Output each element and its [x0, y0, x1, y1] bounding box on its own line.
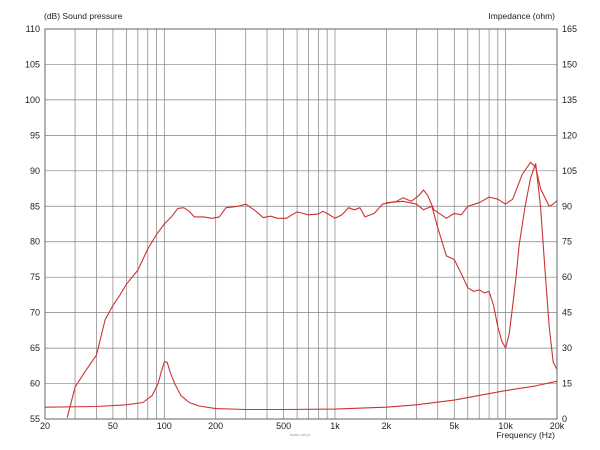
y-left-tick-label: 55 — [30, 414, 40, 424]
y-right-tick-label: 75 — [562, 237, 572, 247]
x-tick-label: 200 — [208, 421, 223, 431]
x-tick-label: 50 — [108, 421, 118, 431]
y-left-tick-label: 95 — [30, 130, 40, 140]
y-right-tick-label: 120 — [562, 130, 577, 140]
y-left-tick-label: 90 — [30, 166, 40, 176]
x-tick-label: 5k — [449, 421, 459, 431]
x-axis-title: Frequency (Hz) — [496, 430, 555, 440]
y-right-tick-label: 45 — [562, 308, 572, 318]
curves — [44, 161, 558, 418]
grid — [45, 29, 557, 419]
x-tick-label: 500 — [276, 421, 291, 431]
y-right-tick-label: 0 — [562, 414, 567, 424]
spl-curve-2 — [386, 163, 558, 370]
watermark: audio.net.pl — [290, 432, 311, 437]
y-left-tick-label: 110 — [26, 24, 40, 34]
y-right-tick-label: 150 — [562, 59, 577, 69]
y-right-tick-label: 60 — [562, 272, 572, 282]
right-axis-title: Impedance (ohm) — [488, 11, 555, 21]
y-right-tick-label: 30 — [562, 343, 572, 353]
y-left-tick-label: 65 — [30, 343, 40, 353]
y-left-tick-label: 80 — [30, 237, 40, 247]
impedance-curve — [44, 361, 558, 411]
x-tick-label: 2k — [382, 421, 392, 431]
tick-labels: 20 50 100 200 500 1k 2k 5k 10k 20k 55 60 65 70 75 80 85 9… — [25, 24, 577, 431]
y-left-tick-label: 85 — [30, 201, 40, 211]
y-right-tick-label: 90 — [562, 201, 572, 211]
x-tick-label: 20k — [550, 421, 565, 431]
plot-frame — [44, 28, 558, 420]
y-right-tick-label: 165 — [562, 24, 577, 34]
x-tick-label: 10k — [498, 421, 513, 431]
y-right-tick-label: 15 — [562, 379, 572, 389]
left-axis-title: (dB) Sound pressure — [44, 11, 123, 21]
y-right-tick-label: 105 — [562, 166, 577, 176]
y-left-tick-label: 70 — [30, 308, 40, 318]
y-left-tick-label: 105 — [25, 59, 40, 69]
x-tick-label: 100 — [157, 421, 172, 431]
y-left-tick-label: 75 — [30, 272, 40, 282]
y-left-tick-label: 100 — [25, 95, 40, 105]
y-left-tick-label: 60 — [30, 379, 40, 389]
spl-curve-1 — [66, 161, 558, 418]
x-tick-label: 20 — [40, 421, 50, 431]
y-right-tick-label: 135 — [562, 95, 577, 105]
x-tick-label: 1k — [330, 421, 340, 431]
